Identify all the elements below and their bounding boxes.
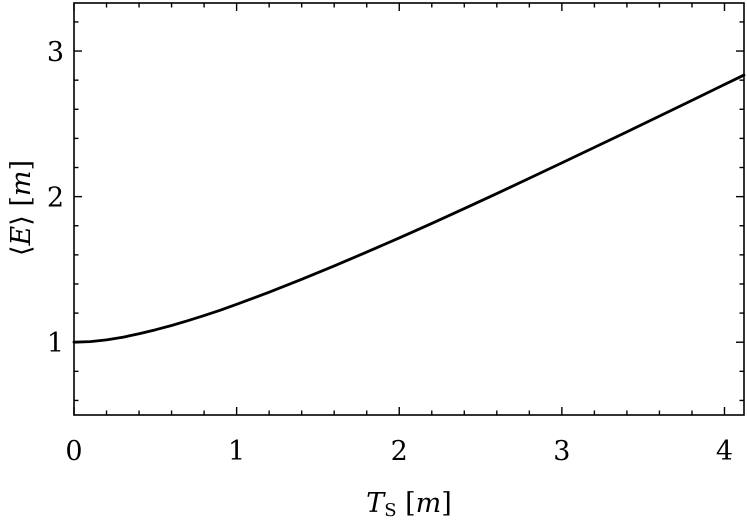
y-axis-label: ⟨E⟩ [m] bbox=[6, 160, 37, 256]
tick-labels: 0 1 2 3 4 1 2 3 bbox=[47, 37, 733, 467]
x-tick-label: 0 bbox=[65, 436, 82, 467]
y-tick-label: 1 bbox=[47, 328, 64, 359]
plot-frame bbox=[73, 2, 745, 416]
x-tick-label: 1 bbox=[228, 436, 245, 467]
y-tick-label: 2 bbox=[47, 183, 64, 214]
svg-text:TS [m]: TS [m] bbox=[366, 488, 452, 521]
series-line bbox=[72, 73, 746, 344]
ticks bbox=[73, 3, 744, 415]
x-tick-label: 2 bbox=[391, 436, 408, 467]
y-tick-label: 3 bbox=[47, 37, 64, 68]
svg-text:⟨E⟩ [m]: ⟨E⟩ [m] bbox=[6, 160, 37, 256]
x-tick-label: 3 bbox=[553, 436, 570, 467]
x-axis-label: TS [m] bbox=[366, 488, 452, 521]
x-tick-label: 4 bbox=[716, 436, 733, 467]
